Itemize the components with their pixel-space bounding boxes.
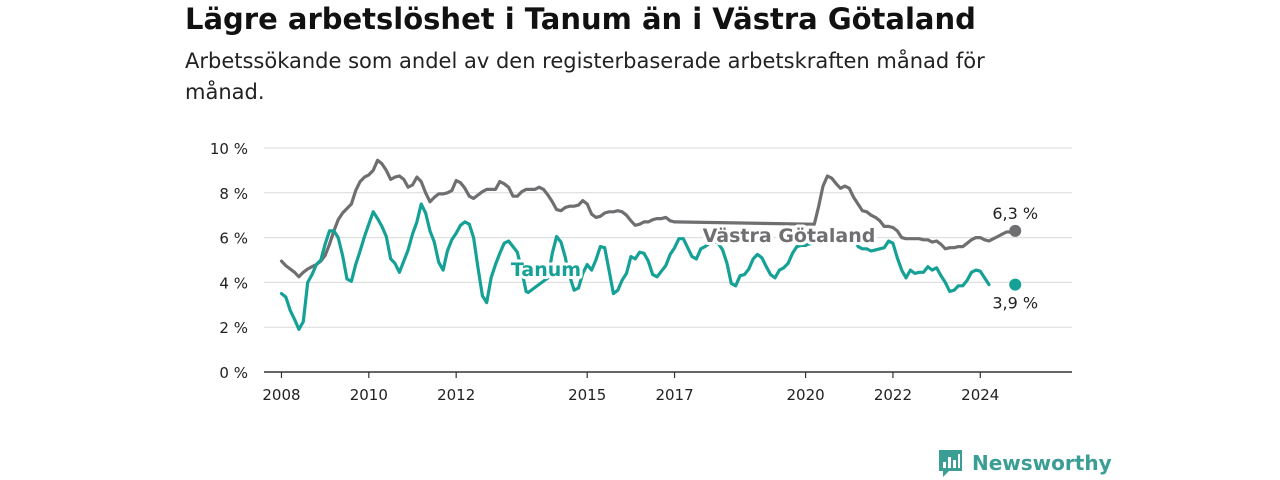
end-label-vastra-gotaland: 6,3 %	[992, 204, 1038, 223]
series-label-vastra-gotaland: Västra Götaland	[703, 225, 876, 247]
newsworthy-icon	[939, 449, 962, 477]
series-label-tanum: Tanum	[511, 259, 581, 281]
x-tick-label: 2020	[786, 386, 824, 404]
x-tick-label: 2012	[437, 386, 475, 404]
x-tick-label: 2010	[350, 386, 388, 404]
end-label-tanum: 3,9 %	[992, 294, 1038, 313]
x-tick-label: 2015	[568, 386, 606, 404]
grid-lines	[264, 147, 1072, 328]
chart-title: Lägre arbetslöshet i Tanum än i Västra G…	[185, 2, 976, 36]
series-line-v-stra-g-taland	[279, 158, 1017, 279]
y-tick-label: 6 %	[219, 230, 248, 248]
x-tick-label: 2022	[874, 386, 912, 404]
end-point-v-stra-g-taland	[1009, 224, 1022, 237]
series-lines	[279, 158, 1022, 331]
y-tick-label: 8 %	[219, 185, 248, 203]
y-tick-label: 0 %	[219, 364, 248, 382]
x-axis: 2008 2010 2012 2015 2017 2020 2022 2024	[262, 371, 1072, 404]
x-tick-label: 2017	[655, 386, 693, 404]
x-tick-label: 2008	[262, 386, 300, 404]
series-labels: Västra Götaland Tanum 6,3 % 3,9 %	[508, 202, 1040, 315]
y-tick-label: 4 %	[219, 274, 248, 292]
chart-subtitle: Arbetssökande som andel av den registerb…	[185, 49, 985, 104]
y-axis-ticks: 0 % 2 % 4 % 6 % 8 % 10 %	[210, 140, 248, 382]
end-point-tanum	[1009, 278, 1022, 291]
x-tick-label: 2024	[961, 386, 999, 404]
y-tick-label: 10 %	[210, 140, 248, 158]
series-line-tanum	[279, 202, 991, 331]
y-tick-label: 2 %	[219, 319, 248, 337]
brand-name: Newsworthy	[972, 451, 1112, 475]
newsworthy-logo: Newsworthy	[937, 448, 1112, 478]
